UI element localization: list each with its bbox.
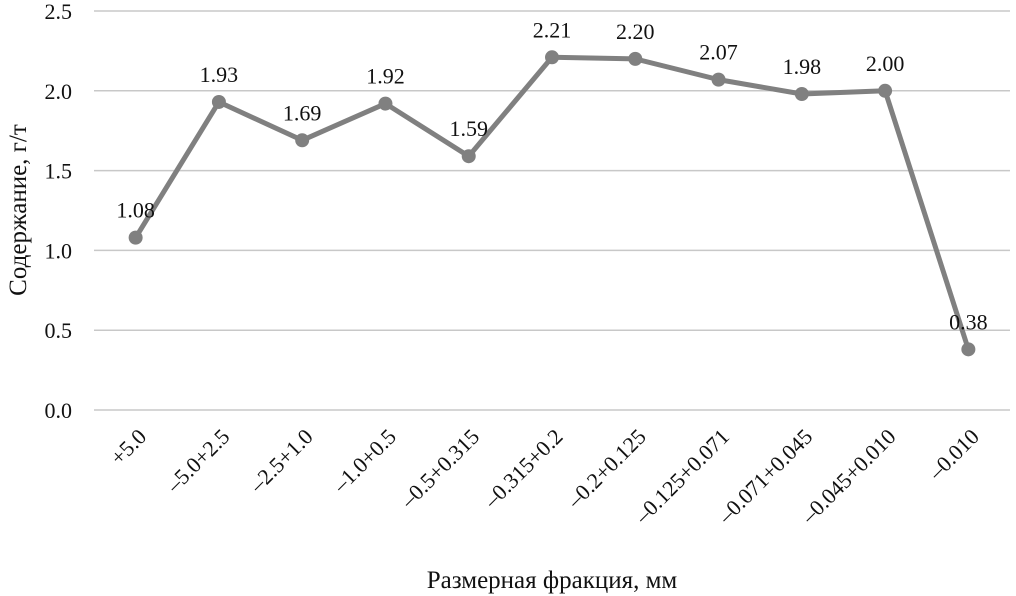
series-line [128, 50, 976, 357]
data-point [128, 230, 143, 245]
data-label: 2.00 [866, 51, 905, 76]
data-point [961, 342, 976, 357]
data-label: 1.98 [783, 54, 822, 79]
data-label: 2.07 [699, 40, 738, 65]
series-polyline [133, 54, 971, 351]
x-tick-label: –5.0+2.5 [161, 424, 235, 498]
y-axis-title: Содержание, г/т [5, 124, 32, 296]
gridlines [94, 10, 1010, 411]
data-point [711, 72, 726, 87]
data-label: 1.93 [200, 62, 239, 87]
x-axis-title: Размерная фракция, мм [427, 567, 678, 594]
data-label: 0.38 [949, 309, 988, 334]
y-tick-label: 0.5 [45, 318, 73, 343]
data-point [211, 94, 226, 109]
x-tick-label: –0.5+0.315 [395, 424, 484, 513]
y-tick-label: 1.5 [45, 159, 73, 184]
data-point [878, 83, 893, 98]
x-tick-label: –1.0+0.5 [327, 424, 401, 498]
x-tick-label: –2.5+1.0 [244, 424, 318, 498]
data-label: 1.69 [283, 100, 322, 125]
data-label: 2.20 [616, 19, 655, 44]
x-tick-label: +5.0 [105, 424, 151, 470]
data-label: 2.21 [533, 17, 572, 42]
data-label: 1.59 [449, 116, 488, 141]
x-tick-labels: +5.0 –5.0+2.5 –2.5+1.0 –1.0+0.5–0.5+0.315–0… [105, 424, 984, 529]
data-point [794, 86, 809, 101]
data-point [378, 96, 393, 111]
data-label: 1.92 [366, 64, 405, 89]
y-tick-label: 2.5 [45, 0, 73, 24]
y-tick-label: 1.0 [45, 238, 73, 263]
data-point [461, 149, 476, 164]
data-point [628, 51, 643, 66]
x-tick-label: –0.2+0.125 [561, 424, 650, 513]
data-point [545, 50, 559, 65]
y-tick-label: 2.0 [45, 79, 73, 104]
x-tick-label: –0.315+0.2 [478, 424, 567, 513]
x-tick-label: –0.010 [923, 424, 984, 485]
data-point [295, 133, 310, 148]
y-tick-labels: 0.0 0.5 1.0 1.5 2.0 2.5 [45, 0, 73, 423]
data-label: 1.08 [116, 198, 155, 223]
data-labels: 1.08 1.93 1.69 1.92 1.59 2.21 2.20 2.07 1.98 2.00… [116, 17, 987, 334]
y-tick-label: 0.0 [45, 398, 73, 423]
